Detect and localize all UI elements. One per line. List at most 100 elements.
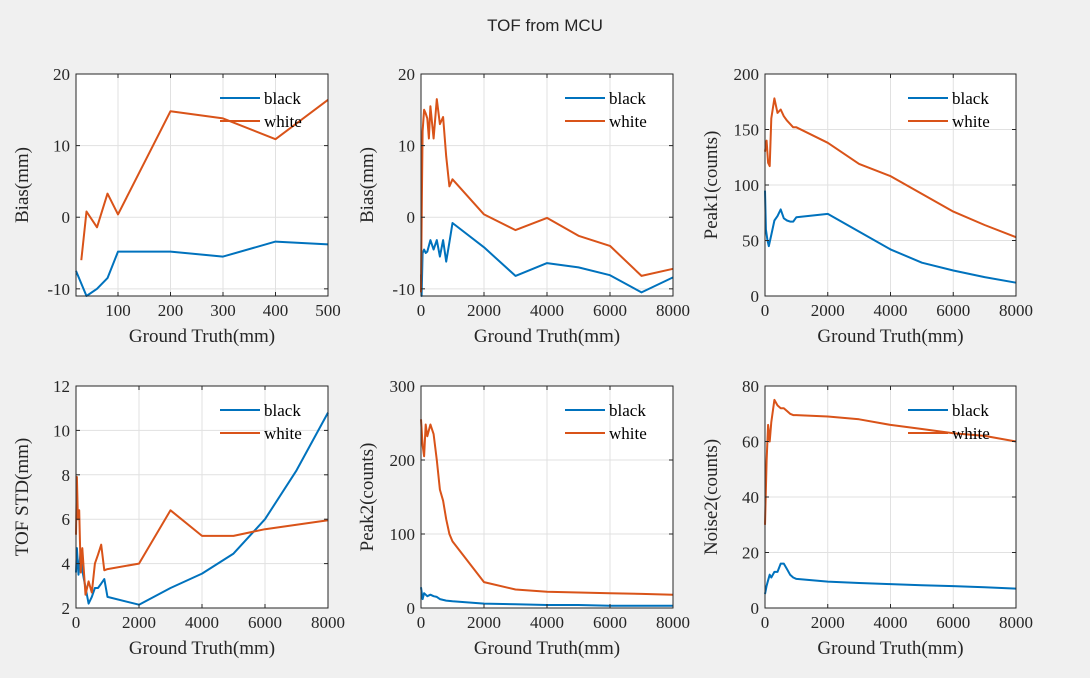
y-tick-label: 300 [390, 377, 416, 396]
x-tick-label: 2000 [467, 301, 501, 320]
legend: black white [220, 89, 302, 131]
y-tick-label: 100 [390, 525, 416, 544]
x-tick-label: 0 [761, 613, 770, 632]
x-tick-label: 0 [417, 301, 426, 320]
x-tick-label: 6000 [593, 301, 627, 320]
x-tick-label: 6000 [593, 613, 627, 632]
x-tick-label: 500 [315, 301, 341, 320]
x-tick-label: 8000 [656, 613, 690, 632]
x-tick-label: 4000 [874, 301, 908, 320]
y-tick-label: 200 [390, 451, 416, 470]
axes-box [75, 73, 329, 297]
y-tick-label: 20 [742, 544, 759, 563]
y-tick-label: 10 [53, 137, 70, 156]
x-tick-label: 2000 [467, 613, 501, 632]
x-tick-label: 6000 [248, 613, 282, 632]
y-tick-label: 4 [62, 555, 71, 574]
legend-label-black: black [264, 89, 301, 108]
y-tick-label: 200 [734, 65, 760, 84]
series-line-black [420, 222, 674, 297]
y-tick-label: 6 [62, 510, 71, 529]
x-axis-label: Ground Truth(mm) [129, 638, 275, 659]
series-line-black [420, 587, 673, 607]
y-axis-label: Noise2(counts) [701, 439, 722, 555]
x-tick-label: 0 [417, 613, 426, 632]
y-tick-label: 80 [742, 377, 759, 396]
series-line-white [764, 97, 1017, 239]
y-tick-label: 0 [751, 599, 760, 618]
y-tick-label: 10 [53, 421, 70, 440]
x-tick-label: 2000 [811, 613, 845, 632]
legend: black white [220, 401, 302, 443]
y-tick-label: 0 [407, 208, 416, 227]
x-tick-label: 8000 [999, 301, 1033, 320]
y-tick-label: 20 [398, 65, 415, 84]
y-axis-label: Peak1(counts) [701, 131, 722, 240]
x-tick-label: 100 [105, 301, 131, 320]
legend-label-white: white [609, 112, 647, 131]
x-axis-label: Ground Truth(mm) [474, 638, 620, 659]
y-tick-label: 100 [734, 176, 760, 195]
x-tick-label: 4000 [530, 613, 564, 632]
y-tick-label: 8 [62, 466, 71, 485]
y-axis-label: Bias(mm) [12, 147, 33, 223]
x-tick-label: 4000 [185, 613, 219, 632]
x-tick-label: 200 [158, 301, 184, 320]
series-line-white [75, 476, 329, 596]
y-tick-label: 150 [734, 121, 760, 140]
x-tick-label: 400 [263, 301, 289, 320]
subplot-1: 100 200 300 400 500 -10 0 10 20 Ground Truth(mm) B… [12, 65, 341, 347]
legend-label-white: white [609, 424, 647, 443]
y-tick-label: -10 [392, 280, 415, 299]
legend: black white [908, 89, 990, 131]
series-line-black [75, 240, 329, 297]
x-tick-label: 4000 [530, 301, 564, 320]
y-tick-label: 0 [62, 208, 71, 227]
x-tick-label: 0 [72, 613, 81, 632]
subplot-6: 0 2000 4000 6000 8000 0 20 40 60 80 Ground Truth(m… [701, 377, 1033, 659]
y-axis-label: Peak2(counts) [357, 443, 378, 552]
x-tick-label: 2000 [811, 301, 845, 320]
legend-label-white: white [264, 112, 302, 131]
legend-label-white: white [264, 424, 302, 443]
x-axis-label: Ground Truth(mm) [817, 326, 963, 347]
legend: black white [565, 401, 647, 443]
x-axis-label: Ground Truth(mm) [129, 326, 275, 347]
legend-label-white: white [952, 112, 990, 131]
x-tick-label: 4000 [874, 613, 908, 632]
y-tick-label: 12 [53, 377, 70, 396]
legend: black white [908, 401, 990, 443]
series-line-black [764, 190, 1017, 284]
legend-label-black: black [952, 401, 989, 420]
y-tick-label: 10 [398, 137, 415, 156]
y-tick-label: -10 [47, 280, 70, 299]
series-line-white [764, 398, 1017, 525]
x-axis-label: Ground Truth(mm) [474, 326, 620, 347]
subplot-4: 0 2000 4000 6000 8000 2 4 6 8 10 12 Ground Truth(mm… [12, 377, 345, 659]
legend-label-white: white [952, 424, 990, 443]
y-tick-label: 0 [751, 287, 760, 306]
figure-title: TOF from MCU [487, 16, 603, 35]
legend-label-black: black [609, 89, 646, 108]
y-tick-label: 20 [53, 65, 70, 84]
x-tick-label: 0 [761, 301, 770, 320]
x-axis-label: Ground Truth(mm) [817, 638, 963, 659]
y-tick-label: 0 [407, 599, 416, 618]
y-tick-label: 2 [62, 599, 71, 618]
subplot-3: 0 2000 4000 6000 8000 0 50 100 150 200 Ground Trut… [701, 65, 1033, 347]
x-tick-label: 8000 [656, 301, 690, 320]
series-line-white [420, 98, 674, 293]
y-tick-label: 50 [742, 232, 759, 251]
x-tick-label: 8000 [999, 613, 1033, 632]
y-tick-label: 60 [742, 433, 759, 452]
subplot-5: 0 2000 4000 6000 8000 0 100 200 300 Ground Truth(… [357, 377, 690, 659]
x-tick-label: 6000 [936, 301, 970, 320]
legend: black white [565, 89, 647, 131]
x-tick-label: 8000 [311, 613, 345, 632]
x-tick-label: 6000 [936, 613, 970, 632]
x-tick-label: 300 [210, 301, 236, 320]
y-axis-label: TOF STD(mm) [12, 438, 33, 556]
legend-label-black: black [609, 401, 646, 420]
